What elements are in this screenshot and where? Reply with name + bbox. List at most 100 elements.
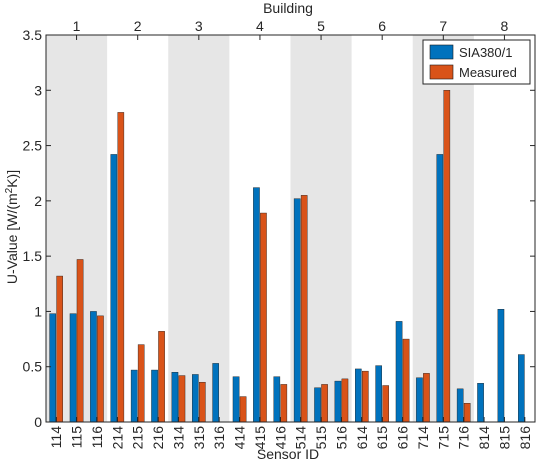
bar-sia380-714 — [416, 377, 423, 423]
x-tick-label: 714 — [415, 426, 431, 450]
bar-sia380-716 — [456, 388, 464, 423]
x-tick-label: 115 — [69, 426, 85, 449]
x-tick-label: 214 — [109, 426, 125, 450]
bar-measured-415 — [260, 212, 267, 423]
legend-label-sia380: SIA380/1 — [459, 45, 513, 60]
bar-sia380-615 — [375, 365, 382, 423]
bar-sia380-814 — [477, 383, 484, 423]
bar-sia380-414 — [232, 376, 240, 423]
x-tick-label: 516 — [333, 426, 349, 450]
x-tick-label: 216 — [150, 426, 166, 450]
x-tick-label: 616 — [395, 426, 411, 450]
x-tick-label: 116 — [89, 426, 105, 449]
bar-measured-714 — [423, 373, 430, 423]
bar-sia380-115 — [69, 313, 77, 423]
bar-measured-315 — [199, 381, 206, 423]
x-tick-label: 215 — [130, 426, 146, 450]
bar-measured-216 — [158, 331, 165, 423]
top-axis-title: Building — [263, 0, 313, 16]
bar-measured-515 — [321, 384, 328, 423]
top-tick-label: 8 — [501, 18, 509, 34]
x-tick-label: 614 — [354, 426, 370, 450]
bar-sia380-214 — [110, 154, 118, 423]
bar-measured-116 — [97, 315, 104, 423]
plot-frame — [45, 34, 536, 423]
bar-measured-416 — [280, 384, 288, 423]
building-band-7 — [412, 35, 474, 422]
x-axis-title: Sensor ID — [257, 446, 319, 462]
legend: SIA380/1 Measured — [422, 39, 531, 85]
bar-sia380-415 — [253, 187, 260, 423]
bar-sia380-816 — [518, 354, 525, 423]
bar-sia380-815 — [497, 309, 505, 423]
x-tick-label: 315 — [191, 426, 207, 450]
x-tick-label: 514 — [293, 426, 309, 450]
bar-sia380-614 — [355, 368, 362, 423]
y-axis-title: U-Value [W/(m2K)] — [4, 170, 20, 284]
top-tick-label: 4 — [256, 18, 264, 34]
bar-sia380-315 — [192, 374, 199, 423]
bar-measured-716 — [463, 403, 471, 423]
bar-sia380-516 — [334, 380, 342, 423]
bar-sia380-715 — [436, 154, 444, 423]
bar-measured-614 — [362, 370, 369, 423]
y-tick-label: 0 — [34, 414, 42, 430]
top-tick-label: 1 — [73, 18, 81, 34]
y-tick-label: 3 — [34, 82, 42, 98]
bar-sia380-416 — [273, 376, 281, 423]
y-tick-label: 0.5 — [23, 359, 43, 375]
x-tick-label: 615 — [374, 426, 390, 450]
bar-measured-516 — [341, 378, 349, 423]
bar-sia380-515 — [314, 387, 321, 423]
x-tick-label: 716 — [456, 426, 472, 450]
bar-measured-114 — [56, 275, 63, 423]
x-tick-label: 515 — [313, 426, 329, 450]
x-tick-label: 814 — [476, 426, 492, 450]
top-tick-label: 2 — [134, 18, 142, 34]
bar-sia380-116 — [90, 311, 97, 423]
bar-sia380-314 — [171, 372, 179, 423]
building-band-5 — [290, 35, 352, 422]
bar-measured-115 — [76, 259, 84, 423]
building-shading-bands — [46, 35, 474, 422]
y-axis-title-superscript: 2 — [4, 187, 15, 193]
x-tick-label: 815 — [496, 426, 512, 450]
x-tick-label: 416 — [272, 426, 288, 450]
x-tick-label: 715 — [435, 426, 451, 450]
bar-measured-314 — [178, 375, 186, 423]
bar-sia380-616 — [395, 321, 403, 423]
bar-measured-514 — [300, 195, 308, 423]
x-tick-label: 414 — [232, 426, 248, 450]
legend-label-measured: Measured — [459, 65, 517, 80]
bar-measured-414 — [239, 396, 247, 423]
top-tick-label: 6 — [378, 18, 386, 34]
bar-measured-215 — [137, 344, 145, 423]
y-tick-label: 3.5 — [23, 27, 43, 43]
y-axis-ticks: 0 0.5 1 1.5 2 2.5 3 3.5 — [23, 27, 535, 430]
legend-swatch-measured — [429, 64, 454, 80]
bar-measured-615 — [382, 385, 389, 423]
x-tick-label: 316 — [211, 426, 227, 450]
y-axis-title-main: U-Value [W/(m — [4, 193, 20, 284]
building-band-3 — [168, 35, 230, 422]
top-tick-label: 5 — [317, 18, 325, 34]
x-tick-label: 314 — [170, 426, 186, 450]
legend-swatch-sia380 — [429, 44, 454, 60]
bar-sia380-514 — [293, 198, 301, 423]
y-tick-label: 2.5 — [23, 138, 43, 154]
bar-sia380-215 — [130, 369, 138, 423]
bar-sia380-316 — [212, 363, 219, 423]
x-tick-label: 415 — [252, 426, 268, 450]
building-band-1 — [46, 35, 108, 422]
y-tick-label: 1 — [34, 303, 42, 319]
y-axis-title-end: K)] — [4, 170, 20, 188]
top-axis-ticks: 1 2 3 4 5 6 7 8 — [73, 18, 509, 40]
bar-sia380-114 — [49, 313, 56, 423]
x-tick-label: 114 — [48, 426, 64, 449]
top-tick-label: 3 — [195, 18, 203, 34]
top-tick-label: 7 — [439, 18, 447, 34]
y-tick-label: 2 — [34, 193, 42, 209]
x-tick-label: 816 — [517, 426, 533, 450]
bar-measured-214 — [117, 112, 125, 423]
